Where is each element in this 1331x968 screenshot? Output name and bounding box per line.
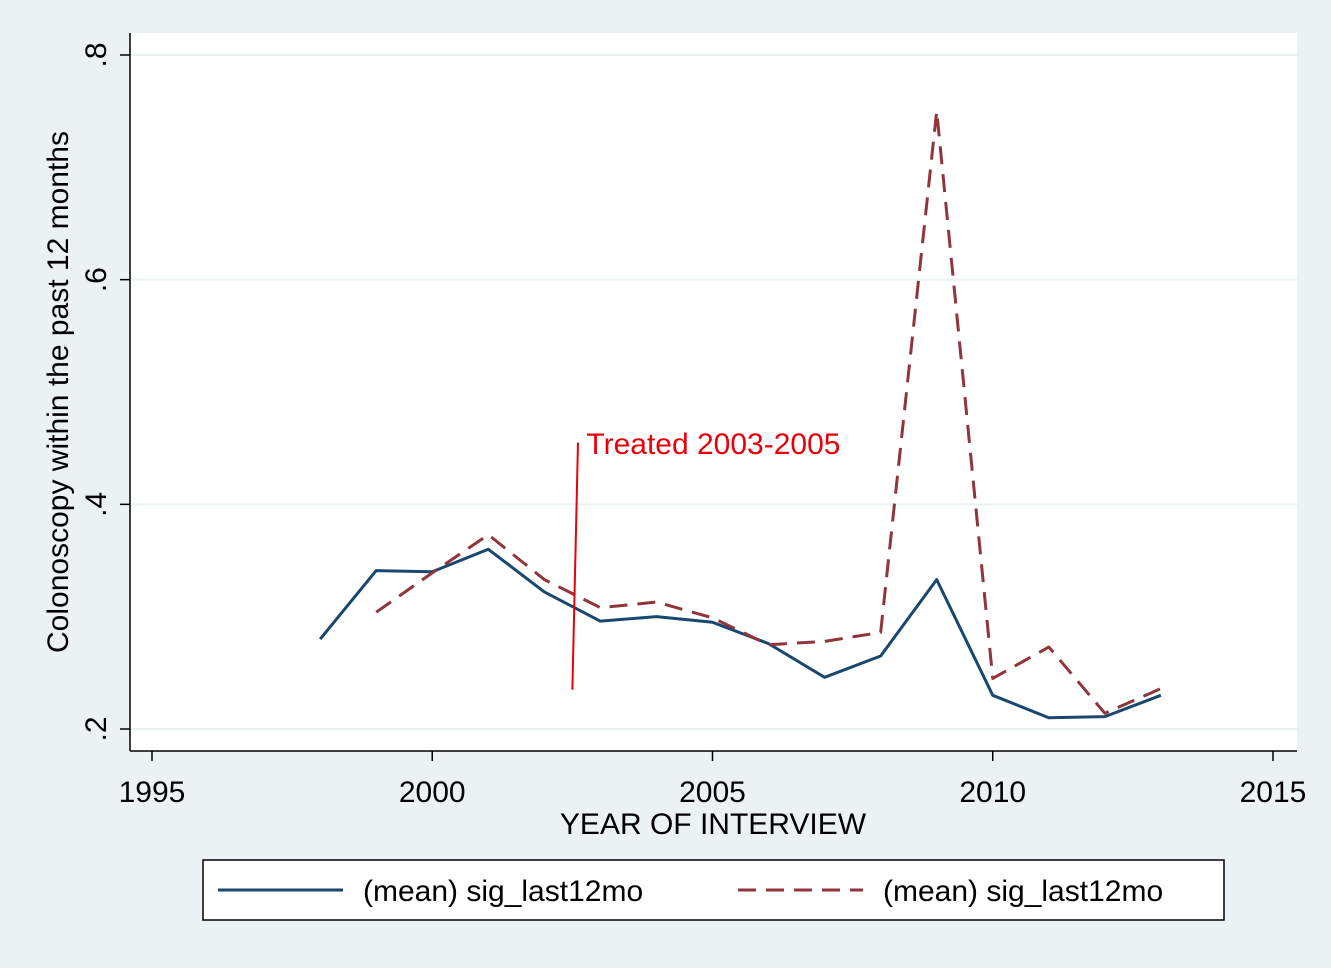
x-tick-label-1: 2000 [399, 776, 466, 809]
legend: (mean) sig_last12mo (mean) sig_last12mo [202, 859, 1225, 921]
grid-lines [130, 54, 1297, 730]
y-tick-label-1: .4 [80, 492, 113, 517]
y-tick-label-0: .2 [80, 716, 113, 741]
x-tick-label-0: 1995 [119, 776, 186, 809]
series-line-1 [318, 547, 1162, 720]
y-tick-label-3: .8 [80, 42, 113, 67]
x-tick-label-2: 2005 [679, 776, 746, 809]
x-axis-title: YEAR OF INTERVIEW [560, 808, 867, 841]
plot-area [130, 33, 1297, 751]
y-axis-title: Colonoscopy within the past 12 months [42, 131, 75, 653]
annotations: Treated 2003-2005 [571, 428, 840, 690]
y-tick-label-2: .6 [80, 267, 113, 292]
series [318, 109, 1162, 720]
legend-label-series-1: (mean) sig_last12mo [363, 875, 643, 908]
legend-box [202, 859, 1225, 921]
legend-label-series-2: (mean) sig_last12mo [883, 875, 1163, 908]
x-tick-label-3: 2010 [959, 776, 1026, 809]
annotation-line-0 [571, 442, 579, 690]
x-tick-label-4: 2015 [1240, 776, 1307, 809]
series-line-2 [375, 109, 1162, 715]
annotation-label-0: Treated 2003-2005 [586, 428, 840, 461]
axes: .2 .4 .6 .8 1995 2000 2005 2010 2015 [80, 33, 1306, 809]
